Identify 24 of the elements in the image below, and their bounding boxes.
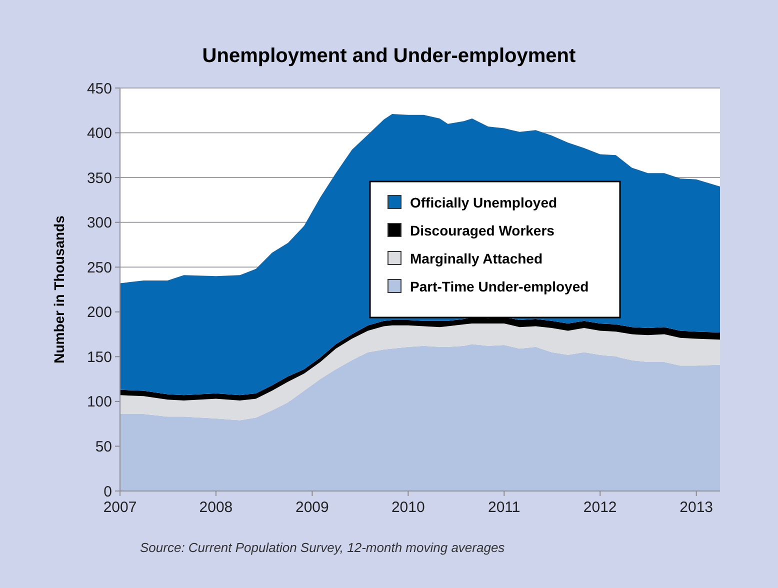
y-tick-label: 400 bbox=[86, 125, 112, 142]
legend-label: Marginally Attached bbox=[410, 250, 543, 266]
y-tick-label: 200 bbox=[86, 304, 112, 322]
x-tick-label: 2013 bbox=[680, 499, 714, 516]
x-tick-label: 2007 bbox=[103, 499, 137, 516]
y-tick-label: 100 bbox=[86, 394, 112, 411]
x-tick-label: 2011 bbox=[488, 499, 520, 516]
x-tick-label: 2009 bbox=[296, 499, 329, 516]
y-axis-title: Number in Thousands bbox=[51, 215, 67, 364]
x-tick-label: 2010 bbox=[391, 499, 425, 516]
chart-title: Unemployment and Under-employment bbox=[202, 45, 576, 67]
y-tick-label: 300 bbox=[86, 214, 112, 232]
y-tick-label: 0 bbox=[104, 483, 112, 500]
y-tick-label: 50 bbox=[95, 438, 112, 456]
legend-label: Part-Time Under-employed bbox=[410, 278, 589, 294]
y-tick-label: 250 bbox=[86, 259, 112, 276]
legend-label: Officially Unemployed bbox=[410, 194, 558, 210]
legend-label: Discouraged Workers bbox=[410, 222, 555, 238]
y-tick-label: 150 bbox=[86, 348, 112, 366]
y-tick-label: 450 bbox=[86, 80, 112, 98]
x-tick-label: 2008 bbox=[199, 499, 233, 516]
x-tick-label: 2012 bbox=[583, 499, 617, 516]
y-tick-label: 350 bbox=[86, 170, 112, 187]
source-note: Source: Current Population Survey, 12-month moving averages bbox=[140, 540, 506, 555]
